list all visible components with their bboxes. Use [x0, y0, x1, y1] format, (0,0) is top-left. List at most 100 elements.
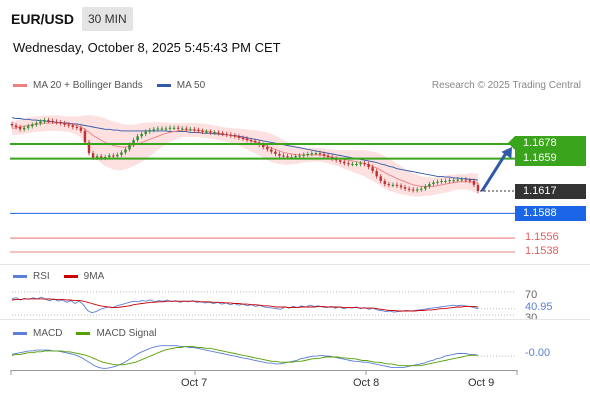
candle-body [476, 184, 480, 192]
price-legend: MA 20 + Bollinger Bands MA 50 [13, 80, 219, 91]
candle-body [286, 156, 289, 158]
candle-body [424, 186, 427, 189]
candle-body [205, 131, 208, 133]
projection-arrow [480, 149, 510, 192]
candle-body [229, 134, 233, 136]
candle-body [282, 155, 285, 157]
candle-body [302, 154, 305, 156]
candle-body [116, 154, 119, 157]
legend-rsi: RSI [13, 271, 50, 282]
candle-body [144, 131, 147, 134]
rsi-legend: RSI 9MA [13, 271, 118, 282]
candle-body [213, 132, 216, 134]
level-label-1538: 1.1538 [525, 244, 559, 257]
candle-body [359, 163, 362, 165]
candle-body [375, 170, 378, 177]
candle-body [176, 127, 180, 129]
candle-body [160, 128, 164, 130]
candle-body [262, 144, 265, 148]
candle-body [274, 151, 277, 154]
candle-body [448, 180, 451, 182]
credit-label: Research © 2025 Trading Central [431, 80, 581, 91]
macd-pane [11, 345, 515, 369]
candle-body [395, 184, 399, 186]
candle-body [87, 142, 91, 154]
candle-body [201, 130, 204, 132]
timeframe-button[interactable]: 30 MIN [82, 7, 133, 31]
candle-body [371, 167, 374, 171]
x-tick-oct8: Oct 8 [353, 377, 380, 389]
x-axis [10, 370, 518, 375]
legend-ma50-label: MA 50 [176, 80, 206, 91]
rsi-ma-swatch [63, 275, 78, 278]
candle-body [18, 127, 22, 130]
candle-body [416, 189, 419, 191]
candle-body [51, 120, 54, 122]
candle-body [306, 154, 310, 155]
legend-macd-label: MACD [33, 328, 63, 339]
legend-rsi-ma: 9MA [63, 271, 105, 282]
rsi-ma-line [11, 298, 479, 312]
candle-body [339, 160, 342, 162]
rsi-swatch [13, 275, 27, 278]
candle-body [270, 149, 273, 152]
candle-body [180, 128, 184, 130]
candle-body [383, 181, 387, 185]
candle-body [363, 163, 366, 165]
candle-body [79, 127, 83, 131]
candle-body [112, 155, 115, 157]
rsi-pane [11, 291, 515, 316]
candle-body [379, 176, 382, 181]
candle-body [452, 180, 455, 182]
candle-body [290, 157, 293, 159]
candle-body [164, 128, 168, 130]
candle-body [103, 157, 107, 159]
candle-body [209, 131, 212, 133]
legend-rsi-ma-label: 9MA [83, 271, 105, 282]
level-label-1556: 1.1556 [525, 231, 559, 244]
candle-body [460, 179, 463, 181]
legend-macd-signal-label: MACD Signal [96, 328, 157, 339]
candle-body [10, 123, 14, 126]
ma20-swatch [13, 84, 27, 87]
candle-body [343, 161, 346, 164]
ma50-line [11, 117, 479, 181]
candle-body [322, 154, 326, 156]
candle-body [185, 128, 188, 130]
candle-body [407, 188, 411, 190]
candle-body [237, 136, 241, 138]
candle-body [136, 136, 139, 141]
candle-body [120, 152, 123, 155]
candle-body [249, 140, 253, 142]
macd-value-label: -0.00 [525, 347, 551, 359]
candle-body [278, 154, 281, 156]
levels-pane [10, 142, 515, 253]
candle-body [298, 155, 301, 157]
candle-body [172, 127, 176, 129]
candle-body [403, 187, 407, 189]
candle-body [355, 164, 358, 166]
x-tick-oct9: Oct 9 [468, 377, 495, 389]
candle-body [314, 153, 318, 155]
macd-signal-swatch [76, 332, 91, 335]
candle-body [156, 128, 160, 130]
candle-body [22, 127, 26, 130]
candle-body [294, 156, 297, 158]
legend-ma20: MA 20 + Bollinger Bands [13, 80, 143, 91]
candle-body [221, 133, 224, 135]
symbol-label[interactable]: EUR/USD [4, 7, 82, 31]
candle-body [55, 121, 58, 123]
legend-macd: MACD [13, 328, 62, 339]
ma50-swatch [156, 84, 171, 87]
candle-body [197, 130, 200, 132]
bollinger-band [12, 115, 478, 197]
candle-body [318, 153, 322, 155]
candle-body [71, 125, 74, 127]
ma20-line [11, 122, 479, 187]
candle-body [47, 120, 50, 122]
candle-body [108, 155, 111, 158]
candle-body [233, 135, 237, 137]
candle-body [411, 189, 415, 191]
candle-body [128, 144, 131, 150]
